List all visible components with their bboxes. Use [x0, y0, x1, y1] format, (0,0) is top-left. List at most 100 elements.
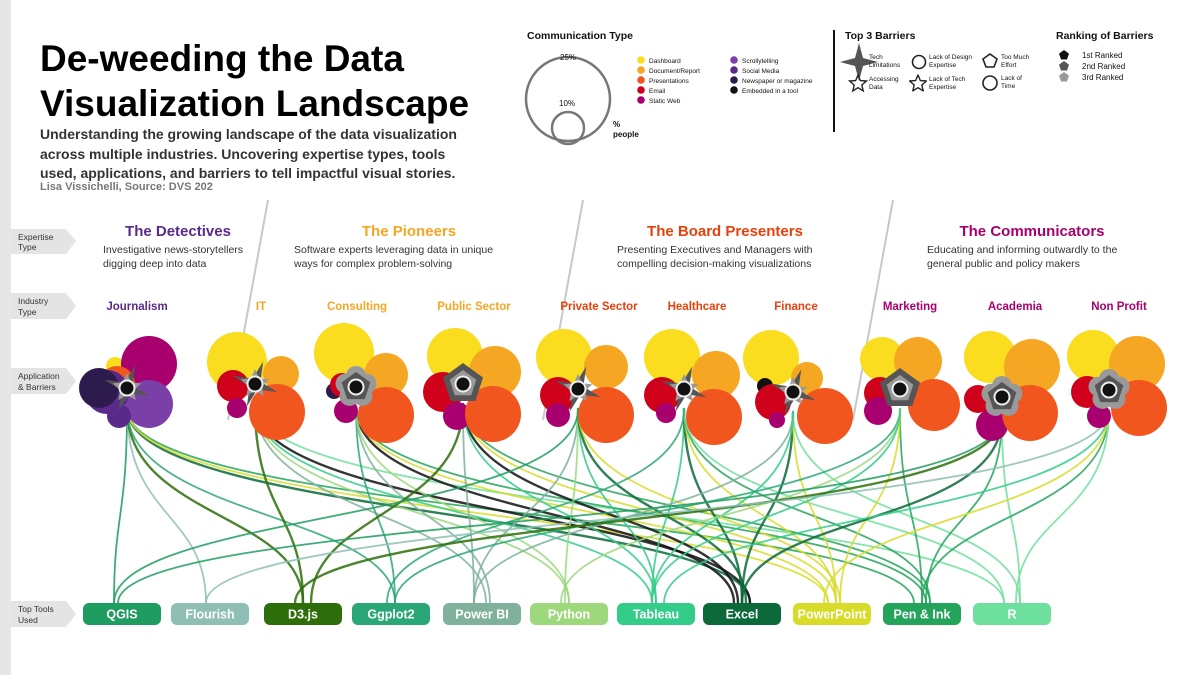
- legend-comm-swatch: [637, 76, 645, 84]
- flower-petal: [536, 329, 592, 385]
- barrier-effort-label-2: Effort: [1001, 62, 1017, 69]
- rank-3-pentagon-icon: [1059, 72, 1069, 82]
- flower-academia: [964, 331, 1060, 441]
- tool-pill-label: Python: [548, 608, 590, 622]
- tool-pill-d3-js: D3.js: [264, 603, 342, 625]
- tool-pill-label: Pen & Ink: [894, 608, 951, 622]
- flower-center: [786, 385, 800, 399]
- flower-petal: [797, 388, 853, 444]
- legend-comm-item: Scrollytelling: [730, 56, 779, 65]
- tool-pill-label: QGIS: [106, 608, 137, 622]
- barrier-time-label-2: Time: [1001, 83, 1016, 90]
- flower-petal: [358, 387, 414, 443]
- segment-board-title: The Board Presenters: [647, 223, 803, 240]
- legend-comm-label: Embedded in a tool: [742, 88, 799, 95]
- tool-pill-bg: [617, 603, 695, 625]
- page-title: De-weeding the Data Visualization Landsc…: [40, 36, 520, 126]
- stem-line: [126, 407, 207, 604]
- star-4-icon: [840, 43, 878, 81]
- stem-line: [309, 402, 465, 605]
- stem-line: [126, 407, 396, 604]
- tool-pill-bg: [171, 603, 249, 625]
- legend-comm-swatch: [637, 56, 645, 64]
- flower-petal: [217, 370, 249, 402]
- left-edge-bar: [0, 0, 11, 675]
- segment-communicators: The Communicators Educating and informin…: [927, 223, 1117, 270]
- stem-line: [921, 409, 1110, 604]
- flower-petal: [656, 403, 676, 423]
- barrier-too-much-effort: Too Much Effort: [982, 53, 1030, 69]
- stem-line: [125, 406, 305, 605]
- stem-line: [740, 410, 795, 605]
- flower-petal: [976, 409, 1008, 441]
- flower-petal: [107, 404, 131, 428]
- flower-center: [893, 382, 907, 396]
- legend-comm-label: Newspaper or magazine: [742, 78, 813, 85]
- circle-icon: [982, 75, 998, 91]
- flower-5-icon: [911, 54, 927, 70]
- industry-public-sector: Public Sector: [437, 301, 511, 313]
- legend-size-circle-large: [524, 55, 612, 143]
- stem-line: [113, 408, 579, 604]
- tool-pill-ggplot2: Ggplot2: [352, 603, 430, 625]
- tool-pill-bg: [443, 603, 521, 625]
- title-line-2: Visualization Landscape: [40, 83, 470, 124]
- industry-finance: Finance: [774, 301, 817, 313]
- stem-line: [792, 411, 1021, 604]
- stem-line: [462, 403, 657, 604]
- flower-petal: [644, 329, 700, 385]
- rank-3-label: 3rd Ranked: [1082, 73, 1123, 82]
- segment-pioneers-title: The Pioneers: [362, 223, 456, 240]
- barrier-tech-limitations: Tech Limitations: [840, 43, 901, 81]
- legend-comm-label: Scrollytelling: [742, 58, 779, 65]
- stem-line: [823, 409, 1110, 604]
- barrier-accessing-data: Accessing Data: [847, 73, 899, 93]
- legend-comm-item: Embedded in a tool: [730, 86, 799, 95]
- stem-line: [113, 407, 128, 604]
- flower-petal: [755, 384, 791, 420]
- tool-pill-tableau: Tableau: [617, 603, 695, 625]
- tool-pill-bg: [83, 603, 161, 625]
- legend-communication-items: Dashboard Document/Report Presentations Ema…: [637, 56, 813, 105]
- barrier-design-label-2: Expertise: [929, 62, 956, 69]
- barrier-time-label-1: Lack of: [1001, 75, 1022, 82]
- tool-pill-label: D3.js: [288, 608, 318, 622]
- rank-2-pentagon-icon: [1059, 61, 1069, 71]
- flower-petal: [692, 351, 740, 399]
- stem-line: [1015, 409, 1110, 604]
- flower-petal: [584, 345, 628, 389]
- legend-comm-label: Presentations: [649, 78, 689, 85]
- stem-line: [355, 406, 491, 604]
- barrier-tech-label-2: Limitations: [869, 62, 901, 69]
- tool-pill-python: Python: [530, 603, 608, 625]
- tool-pill-qgis: QGIS: [83, 603, 161, 625]
- legend-comm-label: Social Media: [742, 68, 780, 75]
- legend-communication-title: Communication Type: [527, 30, 633, 42]
- legend-size-unit-2: people: [613, 130, 639, 139]
- flower-petal: [578, 387, 634, 443]
- segment-board-desc-2: compelling decision-making visualization…: [617, 258, 811, 270]
- segment-board-presenters: The Board Presenters Presenting Executiv…: [617, 223, 813, 270]
- barrier-effort-label-1: Too Much: [1001, 54, 1030, 61]
- flower-petal: [743, 330, 799, 386]
- flower-center: [677, 382, 691, 396]
- flower-petal: [79, 368, 119, 408]
- tool-pill-label: Ggplot2: [367, 608, 414, 622]
- flower-stems: [113, 402, 1110, 605]
- industry-healthcare: Healthcare: [668, 301, 727, 313]
- rank-1-pentagon-icon: [1059, 50, 1069, 60]
- row-tag-tools-line1: Top Tools: [18, 604, 54, 614]
- legend-comm-item: Static Web: [637, 96, 681, 105]
- row-tag-application-line1: Application: [18, 371, 60, 381]
- flower-petal: [546, 403, 570, 427]
- barrier-tech-expertise: Lack of Tech Expertise: [908, 74, 966, 92]
- stem-line: [253, 402, 305, 605]
- legend-comm-swatch: [637, 66, 645, 74]
- tool-pill-label: R: [1007, 608, 1016, 622]
- row-tag-application-line2: & Barriers: [18, 382, 56, 392]
- tool-pill-excel: Excel: [703, 603, 781, 625]
- rank-2-label: 2nd Ranked: [1082, 62, 1125, 71]
- stem-line: [293, 415, 1004, 605]
- stem-line: [564, 408, 579, 604]
